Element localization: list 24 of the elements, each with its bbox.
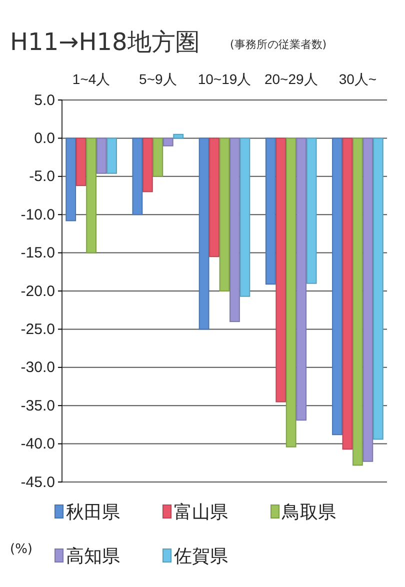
y-tick-label: -45.0 bbox=[20, 474, 55, 491]
y-tick-label: -40.0 bbox=[20, 436, 55, 453]
y-tick-label: -10.0 bbox=[20, 206, 55, 224]
y-axis-title: (%) bbox=[10, 542, 32, 557]
chart-title: H11→H18地方圏 bbox=[10, 28, 200, 56]
chart-subtitle: (事務所の従業者数) bbox=[230, 38, 327, 51]
y-tick-label: -20.0 bbox=[20, 282, 55, 300]
legend-label: 富山県 bbox=[174, 502, 228, 523]
x-tick-label: 30人~ bbox=[338, 71, 377, 87]
legend-label: 鳥取県 bbox=[281, 502, 336, 523]
y-tick-label: 5.0 bbox=[34, 92, 55, 109]
x-tick-label: 10~19人 bbox=[198, 71, 252, 87]
y-tick-label: -15.0 bbox=[20, 244, 55, 262]
y-tick-label: -25.0 bbox=[20, 321, 55, 338]
y-tick-label: -5.0 bbox=[29, 168, 55, 186]
legend-label: 佐賀県 bbox=[174, 546, 228, 567]
x-tick-label: 20~29人 bbox=[264, 71, 318, 87]
legend-label: 秋田県 bbox=[66, 502, 120, 523]
y-tick-label: -35.0 bbox=[20, 397, 55, 414]
y-tick-label: -30.0 bbox=[20, 359, 55, 376]
x-tick-label: 1~4人 bbox=[72, 71, 110, 87]
legend-label: 高知県 bbox=[66, 546, 120, 567]
y-tick-label: 0.0 bbox=[34, 130, 55, 147]
x-tick-label: 5~9人 bbox=[139, 71, 177, 87]
